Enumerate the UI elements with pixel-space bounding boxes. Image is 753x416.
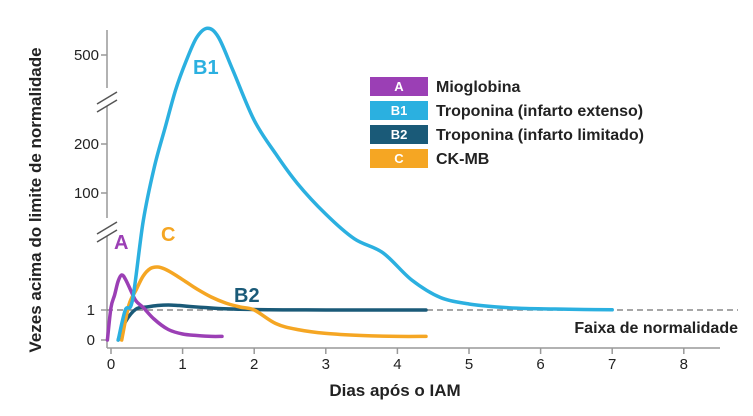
- x-tick-label-7: 7: [608, 356, 616, 373]
- legend-swatch-C: [370, 149, 428, 168]
- y-axis-break-lower: [96, 218, 118, 243]
- legend-swatch-B1: [370, 101, 428, 120]
- legend-item-A: A Mioglobina: [370, 77, 521, 96]
- series-label-C: C: [161, 224, 175, 246]
- x-tick-label-8: 8: [680, 356, 688, 373]
- legend: A Mioglobina B1 Troponina (infarto exten…: [370, 77, 644, 168]
- y-tick-label-200: 200: [74, 136, 99, 153]
- y-axis-title: Vezes acima do limite de normalidade: [26, 47, 45, 352]
- legend-code-B2: B2: [391, 127, 408, 142]
- x-tick-label-1: 1: [178, 356, 186, 373]
- x-ticks: 0 1 2 3 4 5 6 7 8: [107, 348, 688, 373]
- legend-label-B1: Troponina (infarto extenso): [436, 103, 643, 120]
- y-ticks: 0 1 100 200 500: [74, 47, 107, 349]
- x-tick-label-2: 2: [250, 356, 258, 373]
- series-line-C: [119, 265, 428, 342]
- legend-label-C: CK-MB: [436, 151, 489, 168]
- x-tick-label-3: 3: [322, 356, 330, 373]
- x-tick-label-0: 0: [107, 356, 115, 373]
- y-tick-label-0: 0: [87, 332, 95, 349]
- y-axis-break-upper: [96, 88, 118, 113]
- series-label-B1: B1: [193, 57, 219, 79]
- legend-code-B1: B1: [391, 103, 408, 118]
- series-line-A: [105, 273, 224, 342]
- series-label-B2: B2: [234, 285, 260, 307]
- y-tick-label-1: 1: [87, 302, 95, 319]
- legend-swatch-B2: [370, 125, 428, 144]
- legend-swatch-A: [370, 77, 428, 96]
- legend-item-C: C CK-MB: [370, 149, 489, 168]
- legend-item-B2: B2 Troponina (infarto limitado): [370, 125, 644, 144]
- legend-label-A: Mioglobina: [436, 79, 521, 96]
- legend-code-A: A: [394, 79, 404, 94]
- y-tick-label-500: 500: [74, 47, 99, 64]
- x-tick-label-4: 4: [393, 356, 401, 373]
- series-layer: [105, 26, 614, 342]
- legend-item-B1: B1 Troponina (infarto extenso): [370, 101, 643, 120]
- legend-code-C: C: [394, 151, 404, 166]
- y-tick-label-100: 100: [74, 185, 99, 202]
- normal-range-label: Faixa de normalidade: [574, 320, 738, 337]
- x-axis-title: Dias após o IAM: [329, 381, 460, 400]
- series-line-B1: [116, 26, 614, 342]
- legend-label-B2: Troponina (infarto limitado): [436, 127, 644, 144]
- series-label-A: A: [114, 232, 128, 254]
- x-tick-label-6: 6: [536, 356, 544, 373]
- x-tick-label-5: 5: [465, 356, 473, 373]
